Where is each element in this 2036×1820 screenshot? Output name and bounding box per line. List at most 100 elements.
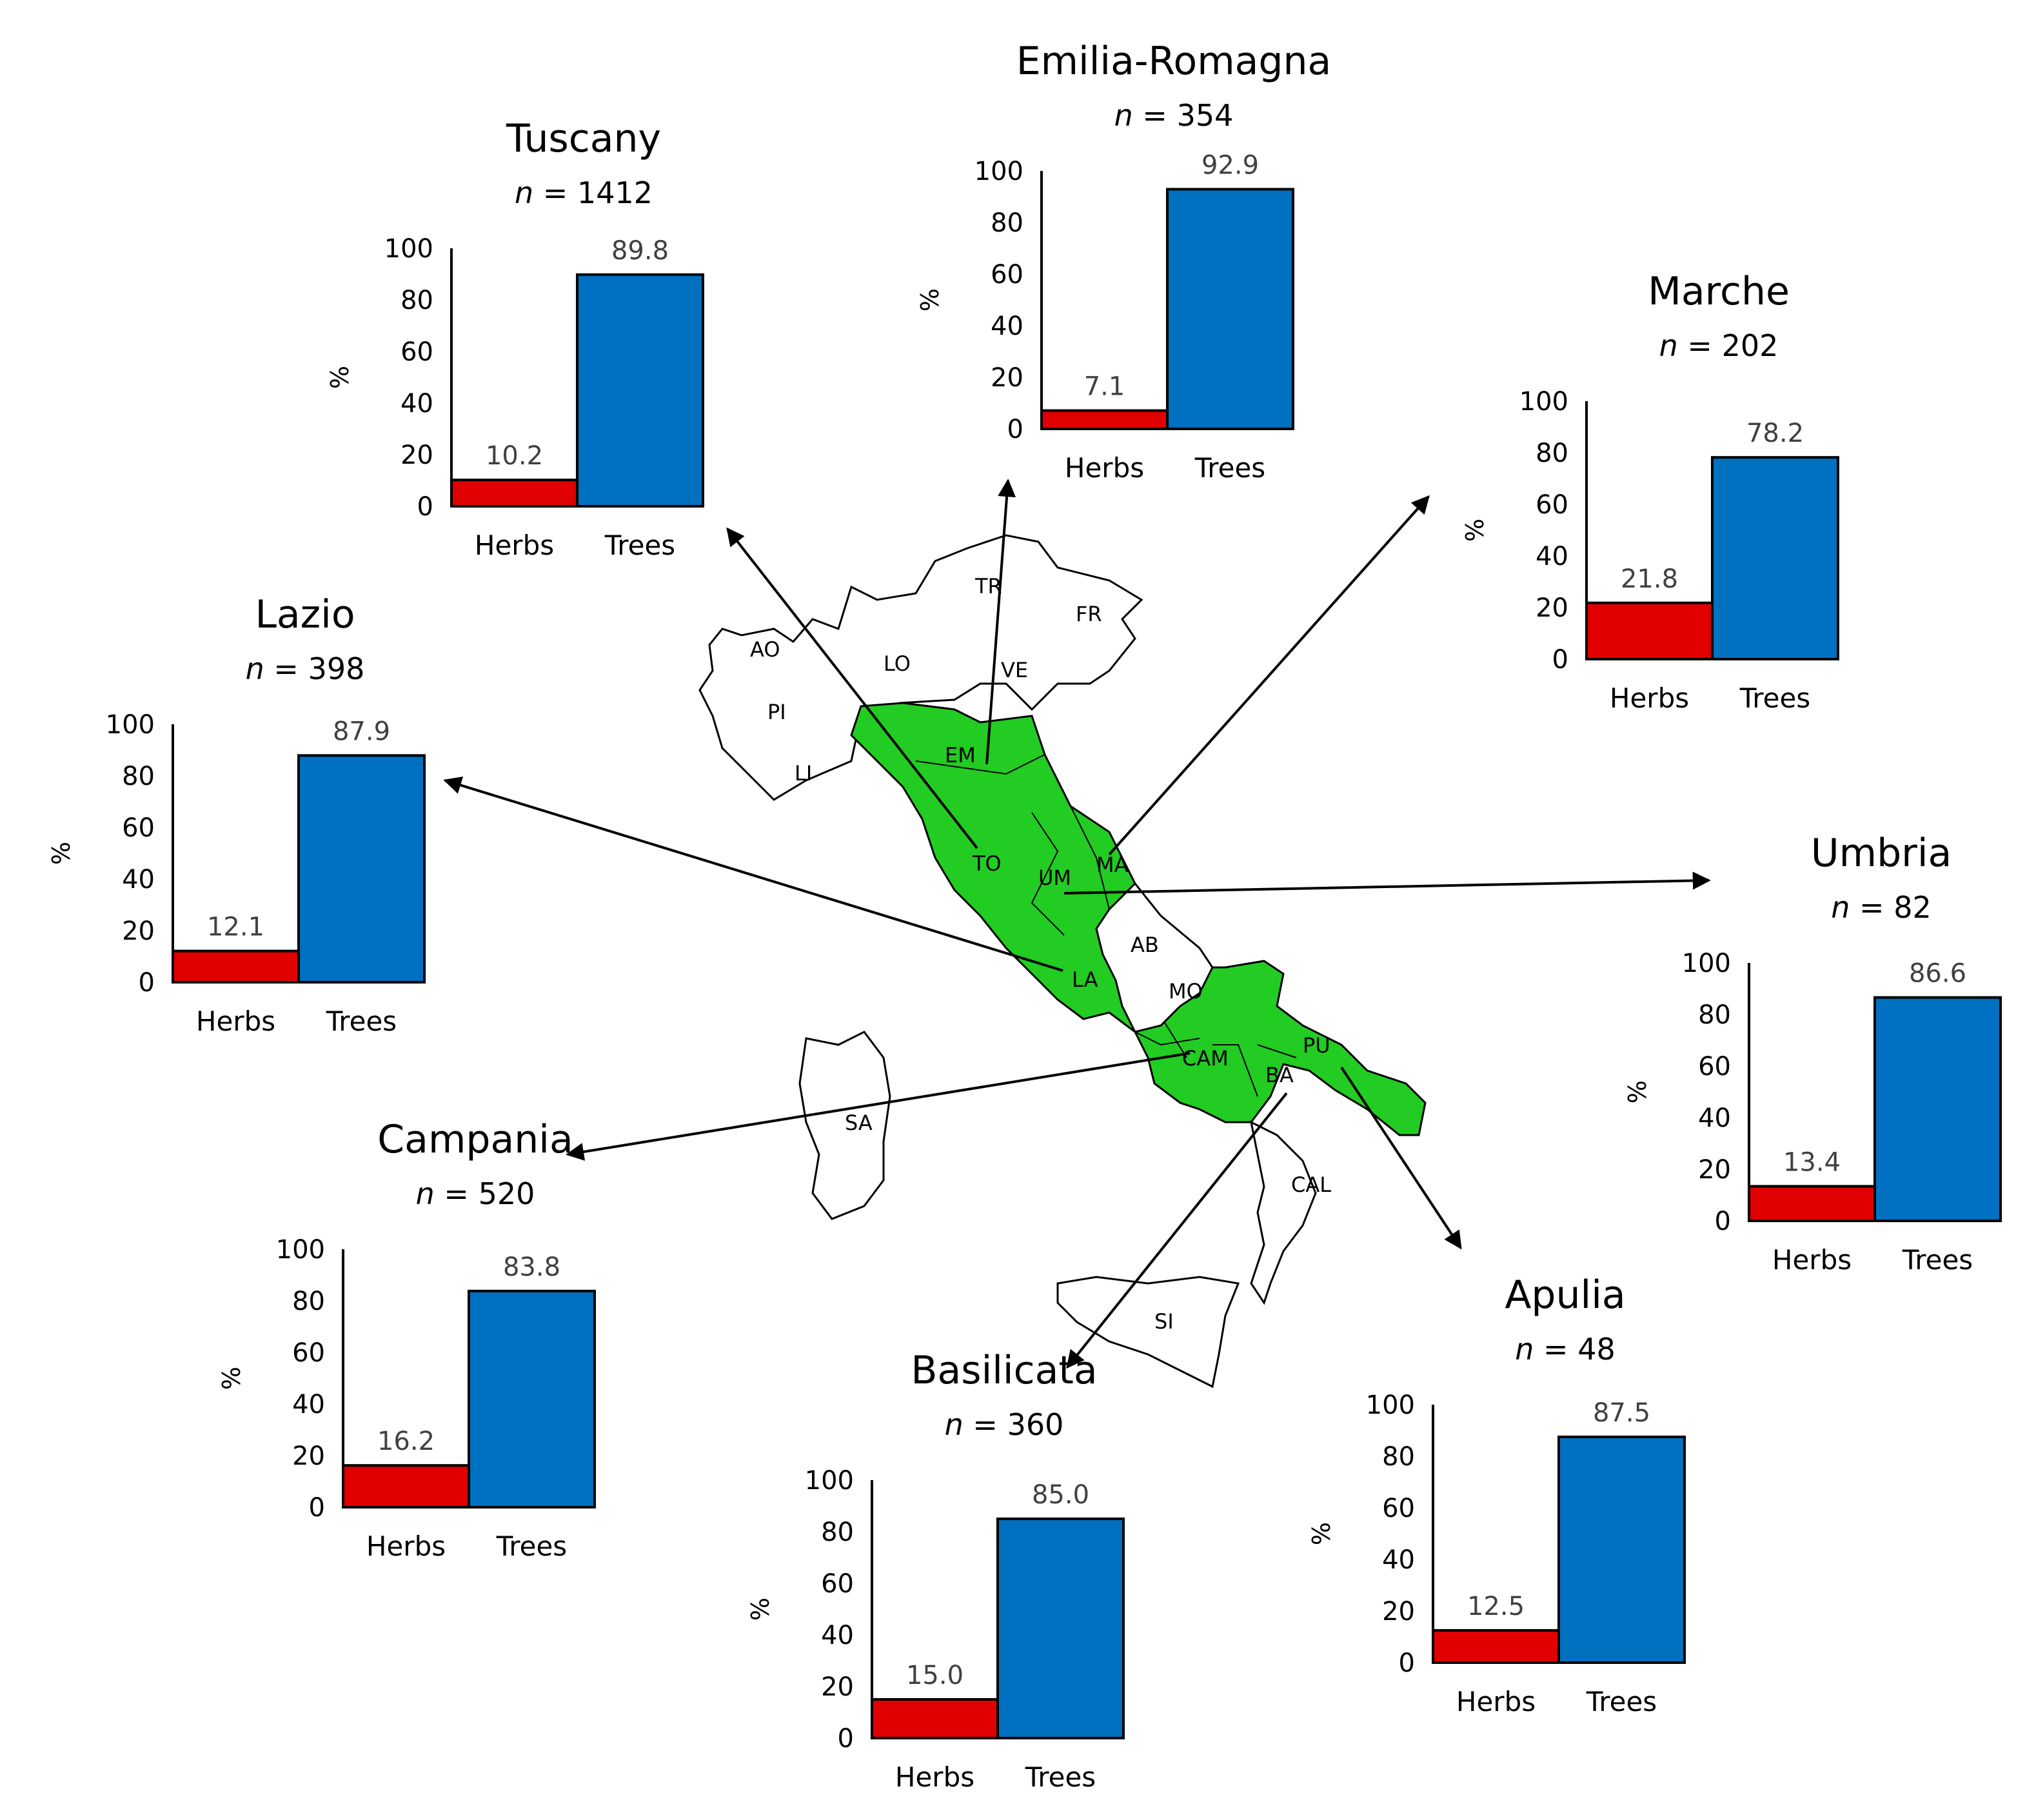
y-tick-label: 0 — [1399, 1648, 1415, 1678]
bar-value-label: 12.5 — [1467, 1592, 1525, 1621]
region-code-pi: PI — [767, 700, 786, 724]
y-tick-label: 100 — [384, 234, 433, 264]
chart-panel-lazio: Lazio n = 398 0 20 40 60 80 100% 12.1 Herbs 87.9… — [47, 592, 426, 1037]
y-tick-label: 0 — [838, 1724, 854, 1754]
region-code-tr: TR — [974, 574, 1002, 598]
chart-sample-size: n = 520 — [416, 1176, 535, 1211]
sample-size-symbol: n — [515, 175, 533, 210]
y-tick-label: 60 — [1382, 1494, 1415, 1523]
y-tick-label: 100 — [1366, 1390, 1415, 1420]
arrow-emilia-romagna — [985, 479, 1016, 765]
region-code-cal: CAL — [1291, 1172, 1331, 1197]
y-tick-label: 100 — [1519, 387, 1568, 417]
chart-panel-emilia-romagna: Emilia-Romagna n = 354 0 20 40 60 80 100% 7.1 H… — [916, 39, 1331, 484]
bar-value-label: 78.2 — [1746, 419, 1804, 448]
bar-trees — [468, 1289, 596, 1509]
chart-panel-basilicata: Basilicata n = 360 0 20 40 60 80 100% 15.0 Herb… — [746, 1348, 1125, 1793]
y-tick-label: 40 — [122, 865, 155, 895]
y-axis-label: % — [1623, 1080, 1652, 1103]
y-tick-label: 20 — [1536, 593, 1568, 623]
y-tick-label: 80 — [991, 208, 1023, 238]
bar-herbs — [450, 479, 578, 508]
x-category-label: Trees — [1586, 1686, 1657, 1717]
y-tick-label: 100 — [106, 710, 155, 740]
region-code-si: SI — [1154, 1309, 1174, 1334]
y-tick-label: 80 — [1536, 439, 1568, 468]
y-tick-label: 40 — [991, 312, 1023, 341]
y-tick-label: 60 — [122, 813, 155, 843]
chart-sample-size: n = 398 — [246, 651, 365, 686]
chart-sample-size: n = 354 — [1114, 98, 1234, 133]
chart-panel-marche: Marche n = 202 0 20 40 60 80 100% 21.8 Herbs 78.… — [1461, 269, 1839, 714]
y-tick-label: 0 — [1715, 1207, 1731, 1236]
chart-panel-apulia: Apulia n = 48 0 20 40 60 80 100% 12.5 Herbs 87.5… — [1307, 1272, 1686, 1717]
y-tick-label: 0 — [139, 968, 155, 998]
y-axis-label: % — [916, 288, 944, 312]
y-tick-label: 80 — [292, 1287, 325, 1316]
y-tick-label: 80 — [821, 1518, 854, 1547]
x-category-label: Herbs — [366, 1530, 446, 1562]
x-category-label: Herbs — [895, 1761, 974, 1793]
bar-trees — [1711, 456, 1839, 660]
y-tick-label: 60 — [292, 1338, 325, 1368]
y-tick-label: 40 — [1382, 1545, 1415, 1575]
region-code-ba: BA — [1265, 1063, 1294, 1087]
bar-herbs — [1748, 1185, 1876, 1223]
chart-sample-size: n = 360 — [945, 1407, 1064, 1442]
region-code-fr: FR — [1076, 602, 1102, 626]
bar-herbs — [1585, 601, 1714, 660]
x-category-label: Trees — [604, 529, 675, 561]
region-code-la: LA — [1072, 967, 1098, 992]
y-axis-label: % — [217, 1367, 246, 1390]
chart-title: Lazio — [255, 592, 355, 637]
arrow-campania — [566, 1052, 1191, 1161]
bar-value-label: 86.6 — [1909, 959, 1966, 989]
bar-herbs — [172, 949, 300, 984]
x-category-label: Trees — [496, 1530, 567, 1562]
region-code-ao: AO — [750, 637, 780, 662]
arrow-basilicata — [1066, 1092, 1288, 1369]
y-tick-label: 20 — [1698, 1155, 1731, 1185]
arrows — [443, 479, 1711, 1369]
x-category-label: Herbs — [1065, 452, 1144, 484]
sample-size-value: = 360 — [964, 1407, 1064, 1442]
arrow-tuscany — [726, 527, 978, 849]
chart-panel-umbria: Umbria n = 82 0 20 40 60 80 100% 13.4 Herbs 86.6… — [1623, 831, 2002, 1276]
y-axis-label: % — [746, 1597, 775, 1621]
y-tick-label: 20 — [1382, 1597, 1415, 1627]
sample-size-value: = 1412 — [533, 175, 653, 210]
y-tick-label: 100 — [974, 157, 1023, 186]
chart-sample-size: n = 1412 — [515, 175, 653, 210]
bar-value-label: 16.2 — [377, 1427, 435, 1456]
sample-size-symbol: n — [416, 1176, 435, 1211]
y-tick-label: 60 — [991, 260, 1023, 290]
bar-herbs — [342, 1464, 470, 1508]
sardinia — [798, 1031, 891, 1220]
chart-sample-size: n = 202 — [1659, 328, 1779, 363]
y-tick-label: 0 — [309, 1493, 325, 1523]
y-tick-label: 80 — [122, 762, 155, 791]
y-tick-label: 80 — [1382, 1442, 1415, 1472]
x-category-label: Trees — [1025, 1761, 1096, 1793]
y-tick-label: 100 — [805, 1466, 854, 1496]
arrow-umbria — [1063, 871, 1711, 895]
chart-title: Tuscany — [506, 116, 661, 161]
y-tick-label: 40 — [1536, 542, 1568, 571]
y-tick-label: 80 — [1698, 1000, 1731, 1030]
y-tick-label: 40 — [821, 1621, 854, 1650]
region-code-pu: PU — [1303, 1033, 1330, 1058]
arrow-lazio — [443, 776, 1063, 972]
bar-trees — [576, 273, 704, 508]
chart-title: Basilicata — [911, 1348, 1097, 1393]
y-tick-label: 0 — [1552, 645, 1568, 675]
sample-size-symbol: n — [1515, 1332, 1534, 1367]
region-code-cam: CAM — [1182, 1046, 1229, 1071]
region-code-mo: MO — [1169, 979, 1203, 1004]
y-tick-label: 20 — [991, 363, 1023, 393]
x-category-label: Herbs — [1610, 682, 1689, 714]
bar-value-label: 85.0 — [1032, 1480, 1089, 1510]
region-code-lo: LO — [884, 651, 911, 676]
chart-title: Marche — [1648, 269, 1790, 314]
x-category-label: Trees — [1902, 1244, 1973, 1276]
region-code-ma: MA — [1096, 853, 1129, 877]
